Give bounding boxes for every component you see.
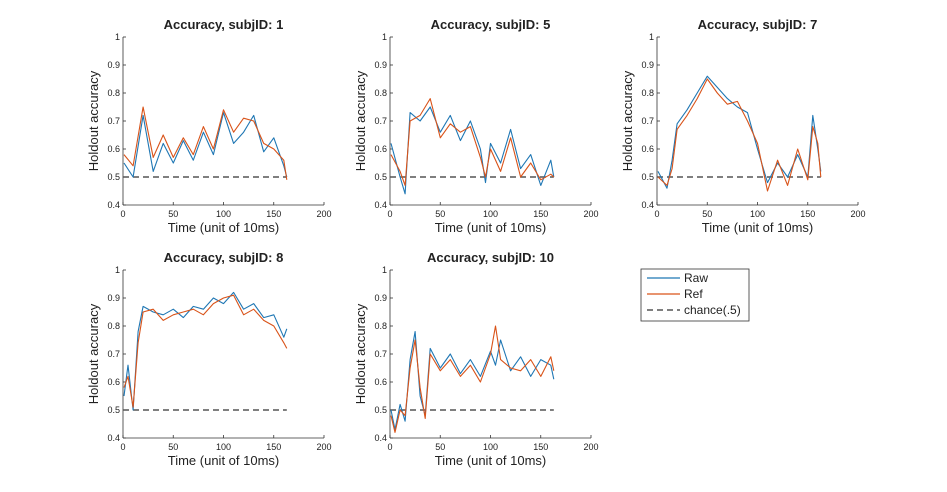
y-tick-label: 0.7 [374,116,387,126]
x-axis-label: Time (unit of 10ms) [702,220,814,235]
series-line-raw [657,75,822,189]
y-tick-label: 1 [649,32,654,42]
y-tick-label: 0.8 [374,321,387,331]
y-tick-label: 0.6 [107,377,120,387]
y-axis-label: Holdout accuracy [353,70,368,171]
x-tick-label: 100 [216,442,231,452]
series-line-ref [657,78,822,192]
y-tick-label: 0.9 [107,293,120,303]
x-tick-label: 50 [702,209,712,219]
series-line-raw [123,112,288,178]
x-tick-label: 150 [266,209,281,219]
y-tick-label: 0.8 [107,321,120,331]
y-tick-label: 0.5 [374,405,387,415]
x-tick-label: 200 [316,442,331,452]
subplot-5: 0 50 100 150 200 0.4 0.5 0.6 0.7 0.8 0.9 1 Accuracy,… [353,250,599,468]
legend-label: Raw [684,271,708,285]
y-tick-label: 1 [115,265,120,275]
legend-label: Ref [684,287,703,301]
x-tick-label: 0 [120,209,125,219]
y-tick-label: 0.4 [374,200,387,210]
x-axis-label: Time (unit of 10ms) [168,220,280,235]
y-tick-label: 0.8 [107,88,120,98]
series-line-ref [123,294,288,408]
y-tick-label: 0.7 [641,116,654,126]
y-axis-label: Holdout accuracy [620,70,635,171]
x-axis-label: Time (unit of 10ms) [168,453,280,468]
legend: Raw Ref chance(.5) [640,268,750,322]
y-tick-label: 0.7 [107,349,120,359]
subplot-1: 0 50 100 150 200 0.4 0.5 0.6 0.7 0.8 0.9 1 Accuracy,… [86,17,332,235]
series-line-ref [390,98,555,186]
subplot-2: 0 50 100 150 200 0.4 0.5 0.6 0.7 0.8 0.9 1 Accuracy,… [353,17,599,235]
y-tick-label: 0.9 [641,60,654,70]
y-tick-label: 1 [382,32,387,42]
x-tick-label: 100 [216,209,231,219]
y-tick-label: 0.8 [641,88,654,98]
x-tick-label: 0 [387,209,392,219]
y-tick-label: 0.4 [107,433,120,443]
x-axis-label: Time (unit of 10ms) [435,453,547,468]
series-line-raw [123,291,288,411]
y-tick-label: 0.6 [374,144,387,154]
subplot-4: 0 50 100 150 200 0.4 0.5 0.6 0.7 0.8 0.9 1 Accuracy,… [86,250,332,468]
y-tick-label: 0.7 [107,116,120,126]
y-tick-label: 0.5 [107,405,120,415]
y-tick-label: 0.5 [374,172,387,182]
x-tick-label: 150 [533,209,548,219]
subplot-title: Accuracy, subjID: 1 [164,17,284,32]
x-axis-label: Time (unit of 10ms) [435,220,547,235]
y-tick-label: 0.8 [374,88,387,98]
y-axis-label: Holdout accuracy [86,303,101,404]
y-tick-label: 0.5 [641,172,654,182]
y-tick-label: 0.6 [374,377,387,387]
x-tick-label: 0 [387,442,392,452]
x-tick-label: 200 [583,442,598,452]
x-tick-label: 200 [850,209,865,219]
subplot-title: Accuracy, subjID: 5 [431,17,551,32]
y-tick-label: 0.4 [641,200,654,210]
y-tick-label: 0.7 [374,349,387,359]
y-axis-label: Holdout accuracy [353,303,368,404]
x-tick-label: 150 [800,209,815,219]
x-tick-label: 50 [435,209,445,219]
series-line-ref [123,106,288,180]
x-tick-label: 150 [533,442,548,452]
subplot-3: 0 50 100 150 200 0.4 0.5 0.6 0.7 0.8 0.9 1 Accuracy,… [620,17,866,235]
x-tick-label: 50 [435,442,445,452]
y-tick-label: 1 [115,32,120,42]
x-tick-label: 100 [750,209,765,219]
x-tick-label: 0 [654,209,659,219]
x-tick-label: 50 [168,209,178,219]
y-axis-label: Holdout accuracy [86,70,101,171]
y-tick-label: 0.6 [641,144,654,154]
x-tick-label: 100 [483,209,498,219]
x-tick-label: 150 [266,442,281,452]
x-tick-label: 50 [168,442,178,452]
x-tick-label: 200 [316,209,331,219]
x-tick-label: 200 [583,209,598,219]
series-line-raw [390,106,555,195]
y-tick-label: 0.5 [107,172,120,182]
x-tick-label: 100 [483,442,498,452]
series-line-ref [390,325,555,433]
y-tick-label: 1 [382,265,387,275]
y-tick-label: 0.6 [107,144,120,154]
y-tick-label: 0.9 [374,60,387,70]
subplot-title: Accuracy, subjID: 10 [427,250,554,265]
x-tick-label: 0 [120,442,125,452]
y-tick-label: 0.4 [107,200,120,210]
y-tick-label: 0.9 [107,60,120,70]
y-tick-label: 0.4 [374,433,387,443]
subplot-title: Accuracy, subjID: 7 [698,17,818,32]
subplot-title: Accuracy, subjID: 8 [164,250,284,265]
legend-label: chance(.5) [684,303,741,317]
y-tick-label: 0.9 [374,293,387,303]
